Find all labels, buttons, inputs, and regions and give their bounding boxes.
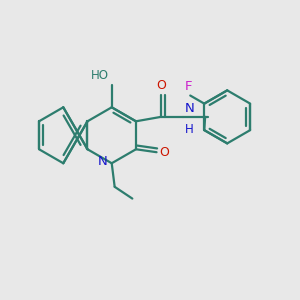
Text: N: N bbox=[184, 102, 194, 116]
Text: H: H bbox=[184, 123, 193, 136]
Text: F: F bbox=[185, 80, 193, 93]
Text: O: O bbox=[160, 146, 170, 159]
Text: O: O bbox=[156, 79, 166, 92]
Text: HO: HO bbox=[91, 69, 109, 82]
Text: N: N bbox=[98, 155, 107, 168]
